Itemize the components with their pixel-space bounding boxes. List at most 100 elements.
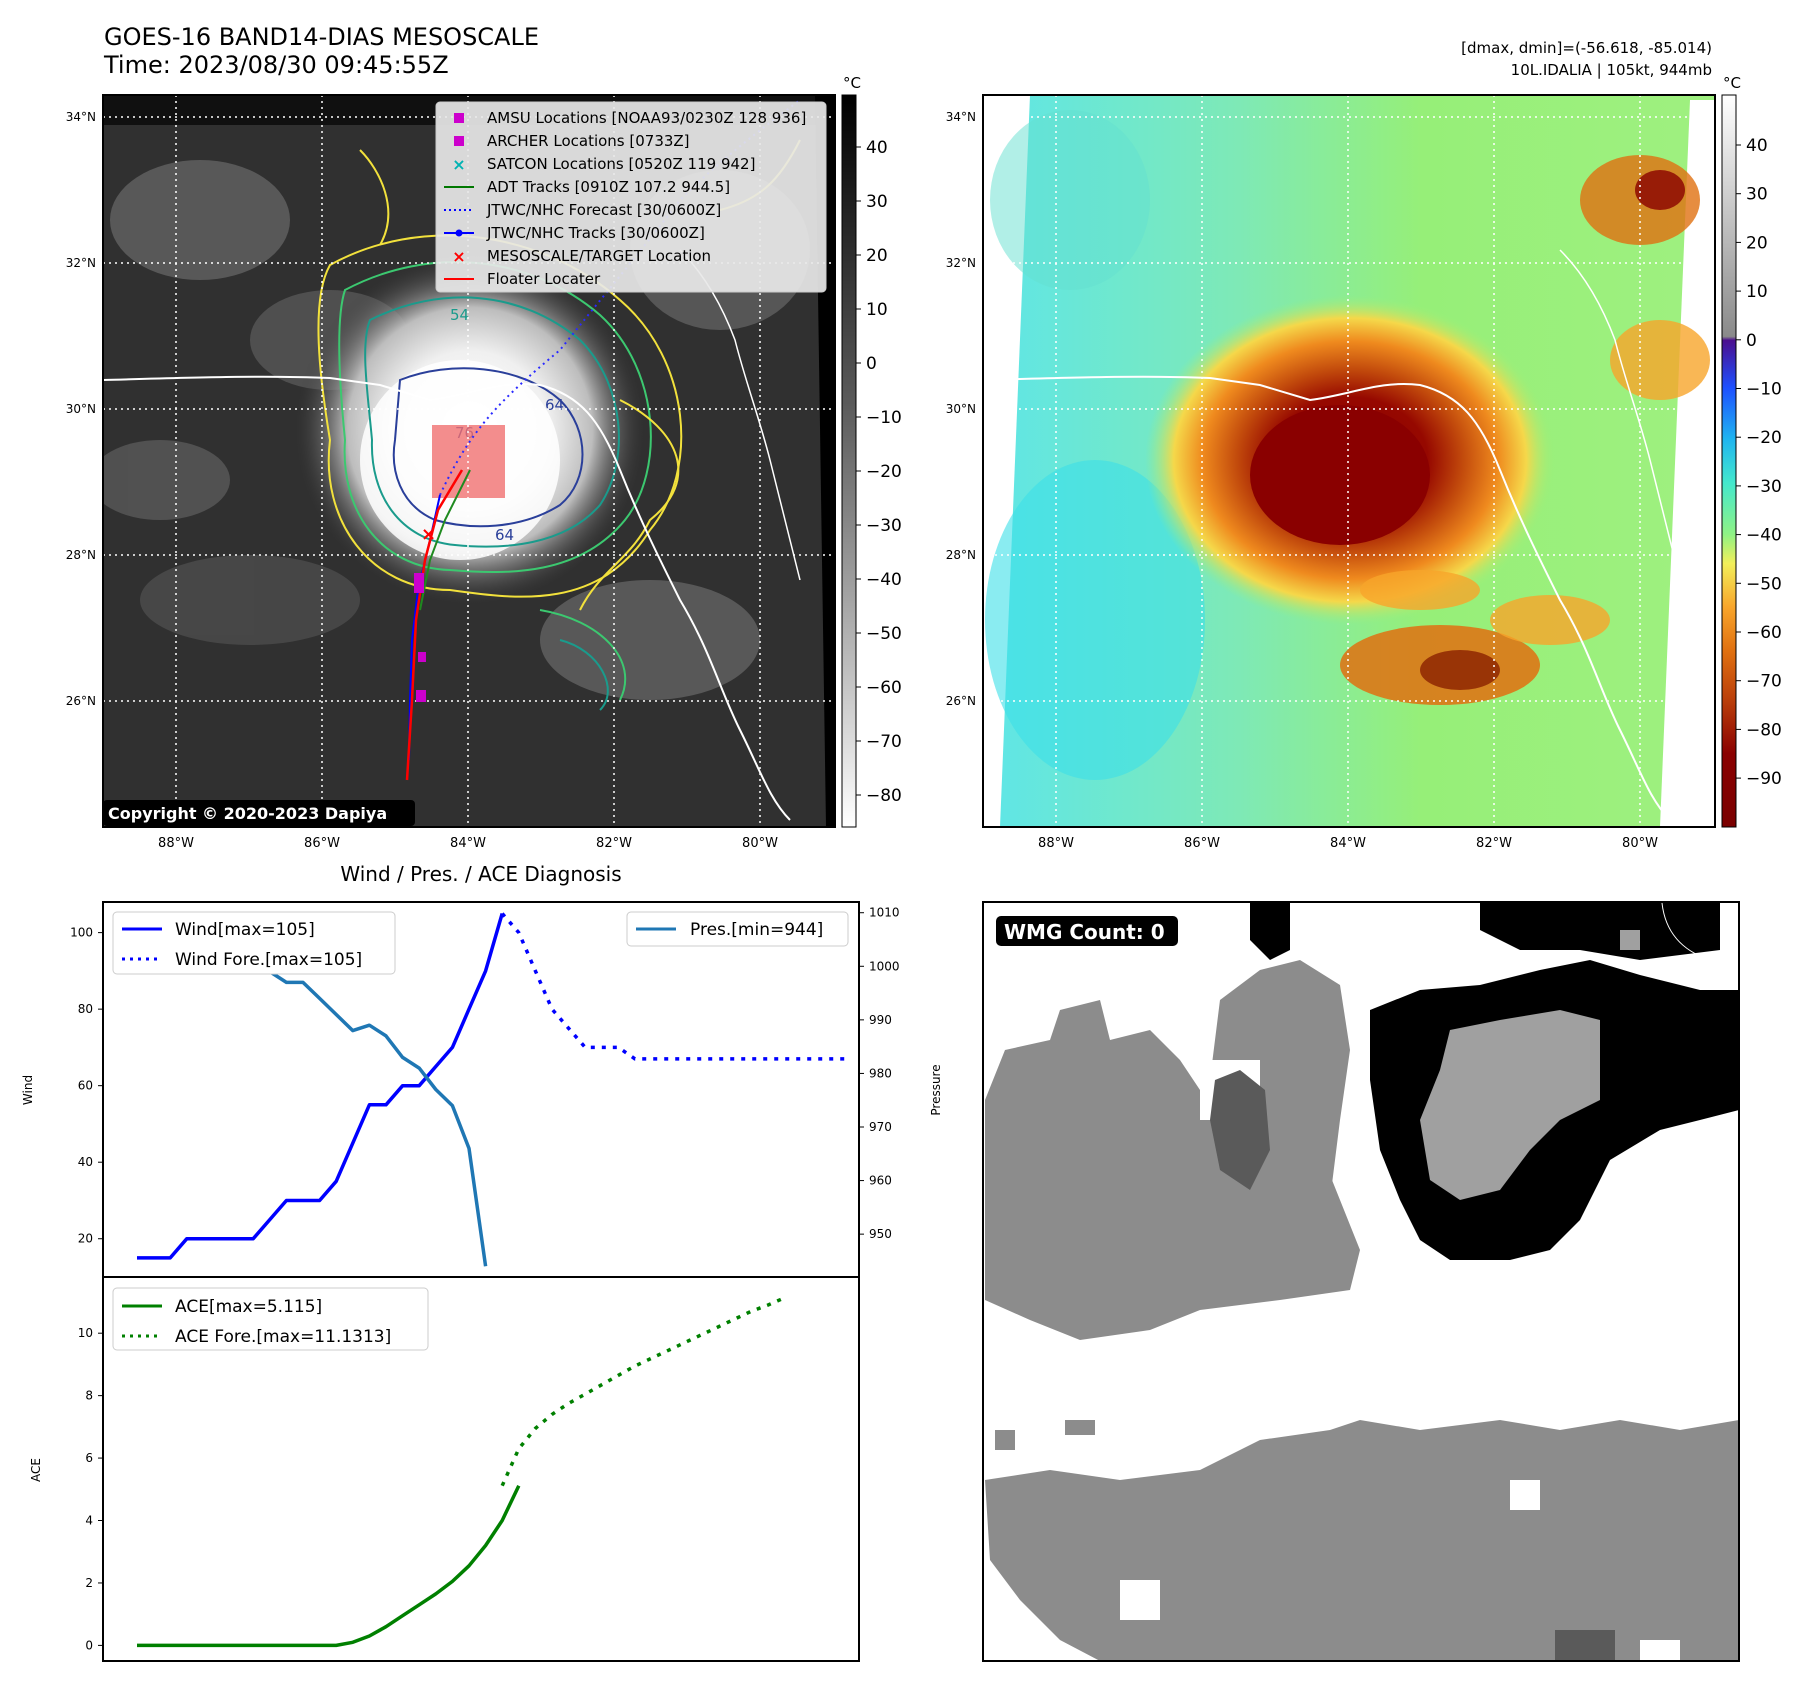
colorbar-right-tick: −50 xyxy=(1746,574,1782,594)
colorbar-right-tick: −70 xyxy=(1746,672,1782,692)
legend-wind-forecast: Wind Fore.[max=105] xyxy=(175,950,362,970)
ace-plot: ACE 0 2 4 6 8 10 ACE[max=5.115] ACE Fore.[max… xyxy=(29,1276,860,1662)
ace-series-line-0 xyxy=(137,1484,521,1648)
pressure-tick-label: 1000 xyxy=(869,959,900,973)
pressure-tick-label: 980 xyxy=(869,1066,892,1080)
lon-label-left: 88°W xyxy=(158,836,194,851)
colorbar-left-tick: 20 xyxy=(866,246,888,266)
colorbar-left-tick: −20 xyxy=(866,462,902,482)
colorbar-right-unit: °C xyxy=(1723,74,1741,92)
lon-label-left: 80°W xyxy=(742,836,778,851)
colorbar-right-tick: −90 xyxy=(1746,769,1782,789)
colorbar-right-tick: −40 xyxy=(1746,526,1782,546)
wind-pressure-plot: Wind Pressure 20 40 60 80 100 950 960 970 980 99… xyxy=(21,901,943,1278)
archer-marker xyxy=(414,573,424,593)
lat-label-left: 32°N xyxy=(66,256,96,270)
legend-marker-6: × xyxy=(452,247,465,266)
ir-map-right xyxy=(983,95,1715,827)
ace-tick-label: 10 xyxy=(78,1326,93,1340)
lon-label-right: 82°W xyxy=(1476,836,1512,851)
colorbar-left: °C 40 30 20 10 0 −10 −20 −30 −40 −50 −60 −70 −80 xyxy=(841,74,902,828)
lat-label-left: 26°N xyxy=(66,694,96,708)
lon-label-left: 84°W xyxy=(450,836,486,851)
lat-label-right: 28°N xyxy=(946,548,976,562)
coastline-right xyxy=(983,375,1671,821)
forecast-track xyxy=(439,99,801,496)
legend-label-6: MESOSCALE/TARGET Location xyxy=(487,247,711,265)
copyright-badge xyxy=(103,800,415,826)
lat-label-right: 26°N xyxy=(946,694,976,708)
diagnosis-title: Wind / Pres. / ACE Diagnosis xyxy=(340,862,621,886)
wmg-panel: WMG Count: 0 xyxy=(982,901,1740,1662)
dmax-dmin-readout: [dmax, dmin]=(-56.618, -85.014) xyxy=(1461,39,1712,57)
lat-label-right: 30°N xyxy=(946,402,976,416)
colorbar-left-tick: 30 xyxy=(866,192,888,212)
pressure-legend: Pres.[min=944] xyxy=(626,911,849,947)
legend-label-4: JTWC/NHC Forecast [30/0600Z] xyxy=(486,201,721,219)
colorbar-left-tick: −60 xyxy=(866,678,902,698)
colorbar-right: °C 40 30 20 10 0 −10 −20 −30 −40 −50 −60 −70 −80 −90 xyxy=(1721,74,1782,828)
ir-map-frame xyxy=(102,94,836,828)
lon-label-left: 82°W xyxy=(596,836,632,851)
contour-label-54: 54 xyxy=(450,306,469,324)
colorbar-right-tick: −20 xyxy=(1746,428,1782,448)
lat-label-right: 34°N xyxy=(946,110,976,124)
pressure-tick-label: 970 xyxy=(869,1120,892,1134)
lat-label-left: 34°N xyxy=(66,110,96,124)
wind-legend: Wind[max=105] Wind Fore.[max=105] xyxy=(112,911,396,975)
lon-label-right: 86°W xyxy=(1184,836,1220,851)
colorbar-right-tick: −80 xyxy=(1746,720,1782,740)
legend-ace-forecast: ACE Fore.[max=11.1313] xyxy=(175,1327,391,1347)
colorbar-right-tick: 10 xyxy=(1746,282,1768,302)
legend-pressure: Pres.[min=944] xyxy=(690,920,823,940)
ir-map-right-frame xyxy=(982,94,1716,828)
lon-label-right: 88°W xyxy=(1038,836,1074,851)
legend-label-5: JTWC/NHC Tracks [30/0600Z] xyxy=(486,224,705,242)
colorbar-right-tick: 0 xyxy=(1746,331,1757,351)
legend-marker-0 xyxy=(454,113,464,123)
legend-label-2: SATCON Locations [0520Z 119 942] xyxy=(487,155,755,173)
pressure-tick-label: 990 xyxy=(869,1013,892,1027)
wind-tick-label: 40 xyxy=(78,1155,93,1169)
ace-tick-label: 8 xyxy=(85,1389,93,1403)
colorbar-left-tick: −50 xyxy=(866,624,902,644)
legend-label-0: AMSU Locations [NOAA93/0230Z 128 936] xyxy=(487,109,806,127)
lon-labels-left: 88°W 86°W 84°W 82°W 80°W xyxy=(158,836,778,851)
ace-tick-label: 6 xyxy=(85,1451,93,1465)
copyright-text: Copyright © 2020-2023 Dapiya xyxy=(108,804,387,823)
pressure-tick-label: 1010 xyxy=(869,906,900,920)
map-legend: AMSU Locations [NOAA93/0230Z 128 936] ARC… xyxy=(435,101,827,293)
colorbar-left-tick: −10 xyxy=(866,408,902,428)
wind-tick-label: 60 xyxy=(78,1079,93,1093)
colorbar-right-tick: −30 xyxy=(1746,477,1782,497)
contour-label-64a: 64 xyxy=(545,396,564,414)
coastline xyxy=(103,375,791,821)
figure-time: Time: 2023/08/30 09:45:55Z xyxy=(103,51,449,79)
legend-label-3: ADT Tracks [0910Z 107.2 944.5] xyxy=(487,178,730,196)
colorbar-left-tick: −30 xyxy=(866,516,902,536)
colorbar-left-tick: 0 xyxy=(866,354,877,374)
ace-tick-label: 4 xyxy=(85,1514,93,1528)
map-gridlines-right xyxy=(983,95,1715,827)
legend-label-7: Floater Locater xyxy=(487,270,601,288)
ace-tick-label: 0 xyxy=(85,1638,93,1652)
colorbar-right-tick: 20 xyxy=(1746,233,1768,253)
adt-track xyxy=(419,469,471,611)
wmg-count-badge xyxy=(996,916,1178,946)
wind-tick-label: 20 xyxy=(78,1232,93,1246)
wind-axis-label: Wind xyxy=(21,1075,35,1105)
colorbar-left-tick: 10 xyxy=(866,300,888,320)
colorbar-left-tick: −40 xyxy=(866,570,902,590)
colorbar-left-tick: −70 xyxy=(866,732,902,752)
target-marker: × xyxy=(421,524,436,545)
legend-wind: Wind[max=105] xyxy=(175,920,315,940)
lat-labels-right: 34°N 32°N 30°N 28°N 26°N xyxy=(946,110,976,708)
legend-ace: ACE[max=5.115] xyxy=(175,1297,322,1317)
amsu-marker xyxy=(418,652,426,662)
lon-label-right: 84°W xyxy=(1330,836,1366,851)
colorbar-right-tick: 30 xyxy=(1746,185,1768,205)
colorbar-left-tick: −80 xyxy=(866,786,902,806)
lat-label-left: 30°N xyxy=(66,402,96,416)
